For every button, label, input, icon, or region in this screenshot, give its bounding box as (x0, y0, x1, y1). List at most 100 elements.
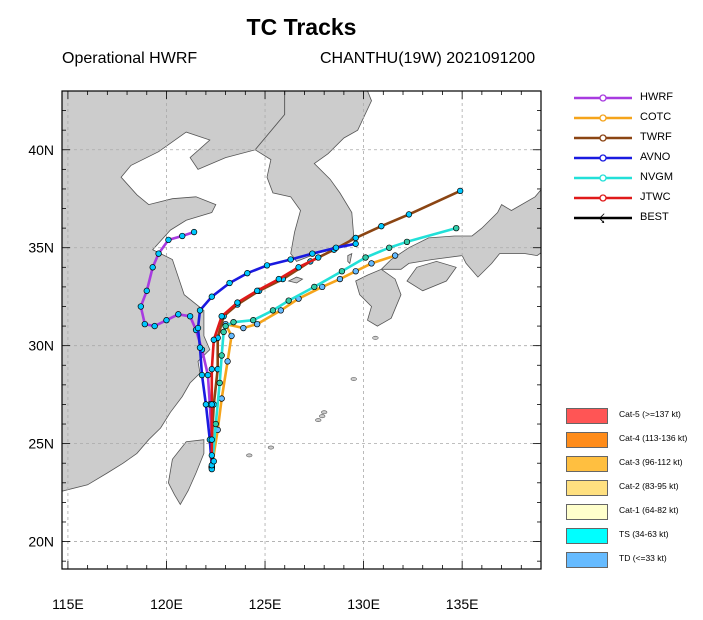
legend-label: COTC (640, 111, 672, 123)
x-tick-label: 115E (52, 596, 84, 612)
shikoku-island (406, 260, 457, 292)
track-point-hwrf (143, 287, 150, 294)
y-tick-label: 35N (28, 240, 54, 256)
track-point-avno (196, 344, 204, 351)
honshu-island (380, 189, 541, 278)
legend-entry-nvgm: NVGM (574, 171, 694, 187)
intensity-entry: Cat-3 (96-112 kt) (566, 456, 701, 472)
track-point-hwrf (186, 313, 194, 320)
track-point-nvgm (453, 224, 460, 232)
track-point-hwrf (155, 250, 162, 257)
track-point-cotc (224, 358, 231, 365)
track-point-avno (198, 371, 206, 379)
track-point-best (208, 452, 215, 459)
track-point-jtwc (208, 436, 215, 443)
track-point-twrf (378, 223, 385, 230)
track-point-best (210, 458, 217, 465)
intensity-label: TS (34-63 kt) (619, 529, 669, 539)
intensity-label: Cat-2 (83-95 kt) (619, 481, 679, 491)
track-point-jtwc (315, 254, 322, 261)
track-point-twrf (405, 211, 413, 218)
intensity-entry: Cat-2 (83-95 kt) (566, 480, 701, 496)
intensity-swatch (566, 504, 608, 520)
legend-entry-cotc: COTC (574, 111, 694, 127)
chart-title: TC Tracks (246, 14, 357, 40)
track-point-avno (244, 270, 251, 277)
intensity-label: Cat-1 (64-82 kt) (619, 505, 679, 515)
legend-label: AVNO (640, 151, 671, 163)
ryukyu-islet (372, 335, 379, 340)
intensity-swatch (566, 552, 608, 568)
track-point-cotc (336, 275, 344, 283)
intensity-entry: Cat-4 (113-136 kt) (566, 432, 701, 448)
legend-line-swatch: ☇ (574, 212, 632, 225)
track-point-nvgm (222, 322, 229, 330)
track-point-nvgm (218, 352, 225, 359)
legend-label: HWRF (640, 91, 673, 103)
x-tick-label: 120E (150, 596, 183, 612)
legend-line-swatch (574, 154, 632, 162)
legend-entry-jtwc: JTWC (574, 191, 694, 207)
storm-subtitle: CHANTHU(19W) 2021091200 (320, 50, 536, 67)
track-point-hwrf (137, 303, 144, 310)
track-point-hwrf (165, 236, 172, 244)
track-point-twrf (352, 234, 359, 242)
grid-layer (62, 91, 541, 569)
track-point-avno (196, 307, 204, 314)
track-point-nvgm (362, 254, 369, 261)
legend-label: BEST (640, 211, 669, 223)
legend-entry-hwrf: HWRF (574, 91, 694, 107)
map-frame (61, 90, 542, 570)
axis-ticks: 115E 120E 125E 130E 135E 40N 35N 30N 25N 20N (28, 90, 542, 612)
track-point-nvgm (250, 317, 257, 324)
track-point-cotc (253, 320, 261, 328)
legend-entry-twrf: TWRF (574, 131, 694, 147)
track-point-jtwc (275, 275, 282, 283)
track-point-nvgm (269, 307, 277, 314)
track-point-cotc (228, 332, 235, 340)
track-point-twrf (457, 187, 464, 195)
track-point-avno (194, 324, 202, 332)
ryukyu-islet (321, 410, 328, 415)
track-point-jtwc (218, 313, 225, 320)
track-point-jtwc (208, 366, 215, 373)
legend-label: NVGM (640, 171, 673, 183)
track-point-nvgm (311, 283, 318, 291)
track-point-jtwc (295, 264, 302, 271)
ryukyu-islet (246, 453, 253, 458)
track-point-jtwc (253, 287, 261, 294)
taiwan-island (167, 439, 205, 506)
track-nvgm (210, 226, 457, 468)
land-layer (62, 91, 541, 506)
intensity-swatch (566, 528, 608, 544)
track-point-avno (352, 240, 359, 247)
x-tick-label: 130E (347, 596, 380, 612)
track-point-nvgm (230, 319, 237, 326)
ryukyu-islet (267, 445, 275, 450)
track-point-nvgm (212, 420, 219, 428)
tsushima-island (347, 252, 353, 265)
legend-line-swatch (574, 114, 632, 122)
y-tick-label: 20N (28, 534, 54, 550)
track-point-cotc (368, 260, 375, 267)
track-point-hwrf (175, 311, 182, 318)
track-point-nvgm (220, 328, 227, 336)
track-point-nvgm (285, 297, 292, 304)
legend-line-swatch (574, 134, 632, 142)
x-tick-label: 125E (249, 596, 282, 612)
legend-entry-avno: AVNO (574, 151, 694, 167)
track-point-avno (287, 256, 294, 263)
china-landmass (62, 91, 286, 492)
intensity-label: Cat-3 (96-112 kt) (619, 457, 683, 467)
track-point-jtwc (234, 299, 241, 306)
intensity-label: Cat-5 (>=137 kt) (619, 409, 681, 419)
track-point-hwrf (141, 320, 148, 328)
hokkaido-island (540, 91, 541, 102)
track-point-avno (263, 262, 271, 269)
track-point-jtwc (210, 336, 217, 343)
legend-line-swatch (574, 194, 632, 202)
intensity-swatch (566, 432, 608, 448)
track-point-hwrf (179, 232, 186, 240)
intensity-swatch (566, 408, 608, 424)
track-point-avno (208, 293, 215, 300)
